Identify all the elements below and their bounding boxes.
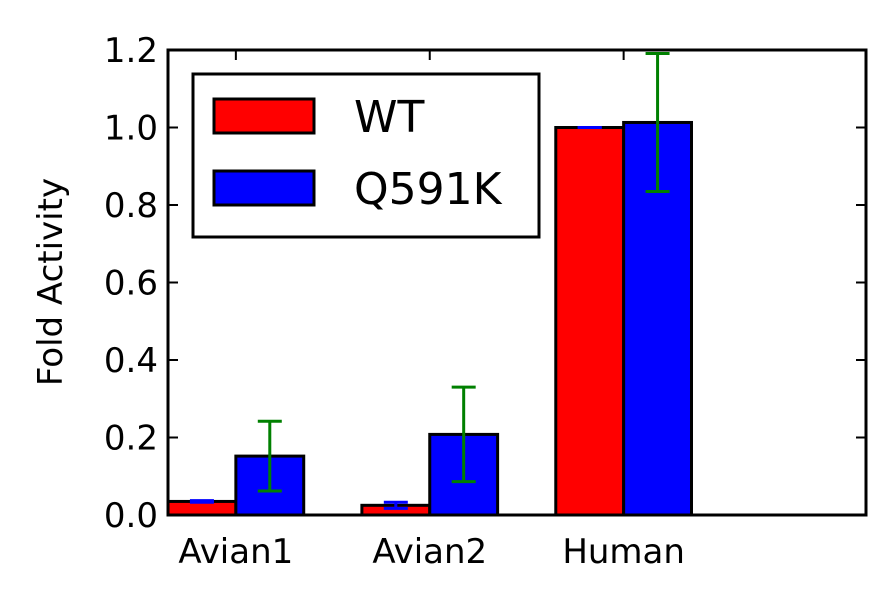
error-bar-wt-avian1 <box>189 499 214 504</box>
error-bar-q591k-human <box>645 51 670 193</box>
y-tick-label: 0.8 <box>104 186 158 226</box>
ticks-group: 0.0 0.2 0.4 0.6 0.8 1.0 1.2 Avian1 Avian2 Human <box>104 31 866 572</box>
legend-swatch-wt <box>212 97 316 135</box>
error-bar-wt-avian2 <box>383 500 408 510</box>
bar-wt-human <box>554 126 626 517</box>
y-tick-label: 1.2 <box>104 31 158 71</box>
error-bar-q591k-avian1 <box>257 419 282 493</box>
x-tick-label: Human <box>562 532 685 572</box>
y-tick-label: 0.6 <box>104 264 158 304</box>
legend-label-wt: WT <box>354 92 425 143</box>
legend-label-q591k: Q591K <box>354 164 503 215</box>
plot-frame <box>166 48 868 517</box>
bars-group <box>166 120 694 517</box>
error-bars-group <box>189 51 670 510</box>
legend-swatch-q591k <box>212 169 316 207</box>
error-bar-q591k-avian2 <box>451 385 476 484</box>
y-tick-label: 1.0 <box>104 109 158 149</box>
x-tick-label: Avian2 <box>372 532 487 572</box>
y-tick-label: 0.0 <box>104 496 158 536</box>
y-tick-label: 0.4 <box>104 341 158 381</box>
legend: WT Q591K <box>191 72 541 239</box>
y-axis-label: Fold Activity <box>31 178 71 386</box>
y-tick-label: 0.2 <box>104 419 158 459</box>
x-tick-label: Avian1 <box>178 532 293 572</box>
